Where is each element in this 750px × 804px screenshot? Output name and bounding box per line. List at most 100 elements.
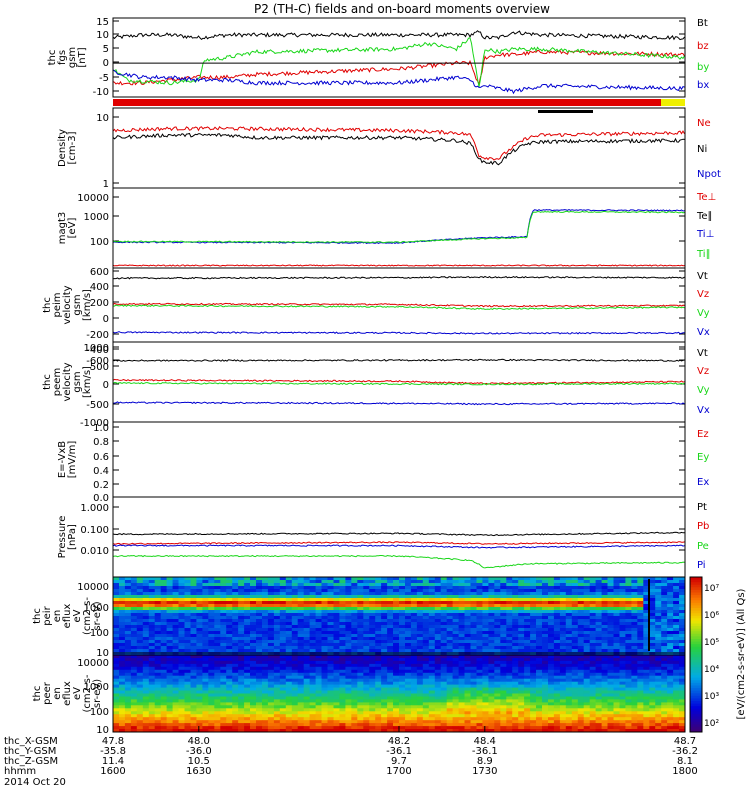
spectrogram-cell bbox=[488, 685, 494, 688]
spectrogram-cell bbox=[202, 708, 208, 711]
spectrogram-cell bbox=[119, 601, 125, 604]
spectrogram-cell bbox=[411, 694, 417, 697]
spectrogram-cell bbox=[351, 691, 357, 694]
spectrogram-cell bbox=[494, 604, 500, 607]
spectrogram-cell bbox=[554, 637, 560, 640]
spectrogram-cell bbox=[620, 708, 626, 711]
spectrogram-cell bbox=[131, 637, 137, 640]
spectrogram-cell bbox=[202, 702, 208, 705]
spectrogram-cell bbox=[137, 682, 143, 685]
spectrogram-cell bbox=[542, 625, 548, 628]
spectrogram-cell bbox=[423, 616, 429, 619]
spectrogram-cell bbox=[268, 723, 274, 726]
spectrogram-cell bbox=[411, 628, 417, 631]
spectrogram-cell bbox=[196, 676, 202, 679]
spectrogram-cell bbox=[339, 628, 345, 631]
spectrogram-cell bbox=[250, 646, 256, 649]
spectrogram-cell bbox=[286, 664, 292, 667]
spectrogram-cell bbox=[530, 640, 536, 643]
spectrogram-cell bbox=[143, 622, 149, 625]
spectrogram-cell bbox=[196, 589, 202, 592]
spectrogram-cell bbox=[441, 720, 447, 723]
spectrogram-cell bbox=[304, 583, 310, 586]
spectrogram-cell bbox=[256, 637, 262, 640]
spectrogram-cell bbox=[482, 649, 488, 652]
spectrogram-cell bbox=[369, 583, 375, 586]
spectrogram-cell bbox=[649, 619, 655, 622]
spectrogram-cell bbox=[202, 598, 208, 601]
spectrogram-cell bbox=[292, 699, 298, 702]
spectrogram-cell bbox=[220, 601, 226, 604]
spectrogram-cell bbox=[608, 720, 614, 723]
spectrogram-cell bbox=[232, 628, 238, 631]
spectrogram-cell bbox=[625, 580, 631, 583]
spectrogram-cell bbox=[661, 685, 667, 688]
spectrogram-cell bbox=[262, 610, 268, 613]
spectrogram-cell bbox=[405, 685, 411, 688]
spectrogram-cell bbox=[357, 577, 363, 580]
spectrogram-cell bbox=[631, 714, 637, 717]
spectrogram-cell bbox=[185, 658, 191, 661]
spectrogram-cell bbox=[506, 717, 512, 720]
spectrogram-cell bbox=[262, 607, 268, 610]
spectrogram-cell bbox=[447, 637, 453, 640]
spectrogram-cell bbox=[202, 691, 208, 694]
spectrogram-cell bbox=[584, 640, 590, 643]
spectrogram-cell bbox=[238, 634, 244, 637]
spectrogram-cell bbox=[584, 720, 590, 723]
spectrogram-cell bbox=[411, 586, 417, 589]
spectrogram-cell bbox=[149, 622, 155, 625]
series-line-peem-0 bbox=[113, 359, 685, 361]
spectrogram-cell bbox=[584, 604, 590, 607]
spectrogram-cell bbox=[524, 682, 530, 685]
spectrogram-cell bbox=[566, 702, 572, 705]
spectrogram-cell bbox=[280, 637, 286, 640]
spectrogram-cell bbox=[339, 670, 345, 673]
spectrogram-cell bbox=[298, 655, 304, 658]
spectrogram-cell bbox=[143, 610, 149, 613]
spectrogram-cell bbox=[554, 694, 560, 697]
spectrogram-cell bbox=[435, 682, 441, 685]
spectrogram-cell bbox=[399, 634, 405, 637]
spectrogram-cell bbox=[131, 676, 137, 679]
spectrogram-cell bbox=[286, 628, 292, 631]
spectrogram-cell bbox=[298, 631, 304, 634]
spectrogram-cell bbox=[345, 702, 351, 705]
spectrogram-cell bbox=[345, 601, 351, 604]
spectrogram-cell bbox=[673, 610, 679, 613]
spectrogram-cell bbox=[155, 601, 161, 604]
spectrogram-cell bbox=[411, 577, 417, 580]
spectrogram-cell bbox=[637, 682, 643, 685]
spectrogram-cell bbox=[602, 634, 608, 637]
spectrogram-cell bbox=[304, 676, 310, 679]
spectrogram-cell bbox=[602, 595, 608, 598]
spectrogram-cell bbox=[387, 708, 393, 711]
spectrogram-cell bbox=[572, 598, 578, 601]
spectrogram-cell bbox=[316, 646, 322, 649]
spectrogram-cell bbox=[125, 613, 131, 616]
spectrogram-cell bbox=[578, 708, 584, 711]
spectrogram-cell bbox=[149, 655, 155, 658]
spectrogram-cell bbox=[518, 622, 524, 625]
spectrogram-cell bbox=[113, 631, 119, 634]
spectrogram-cell bbox=[614, 720, 620, 723]
spectrogram-cell bbox=[488, 622, 494, 625]
spectrogram-cell bbox=[500, 631, 506, 634]
spectrogram-cell bbox=[155, 667, 161, 670]
spectrogram-cell bbox=[459, 685, 465, 688]
spectrogram-cell bbox=[286, 616, 292, 619]
series-line-density-0 bbox=[113, 127, 685, 160]
spectrogram-cell bbox=[173, 688, 179, 691]
spectrogram-cell bbox=[441, 646, 447, 649]
spectrogram-cell bbox=[482, 622, 488, 625]
spectrogram-cell bbox=[298, 649, 304, 652]
spectrogram-cell bbox=[482, 583, 488, 586]
spectrogram-cell bbox=[202, 676, 208, 679]
spectrogram-cell bbox=[316, 619, 322, 622]
spectrogram-cell bbox=[518, 682, 524, 685]
spectrogram-cell bbox=[530, 628, 536, 631]
spectrogram-cell bbox=[149, 658, 155, 661]
spectrogram-cell bbox=[363, 634, 369, 637]
spectrogram-cell bbox=[357, 705, 363, 708]
spectrogram-cell bbox=[393, 720, 399, 723]
